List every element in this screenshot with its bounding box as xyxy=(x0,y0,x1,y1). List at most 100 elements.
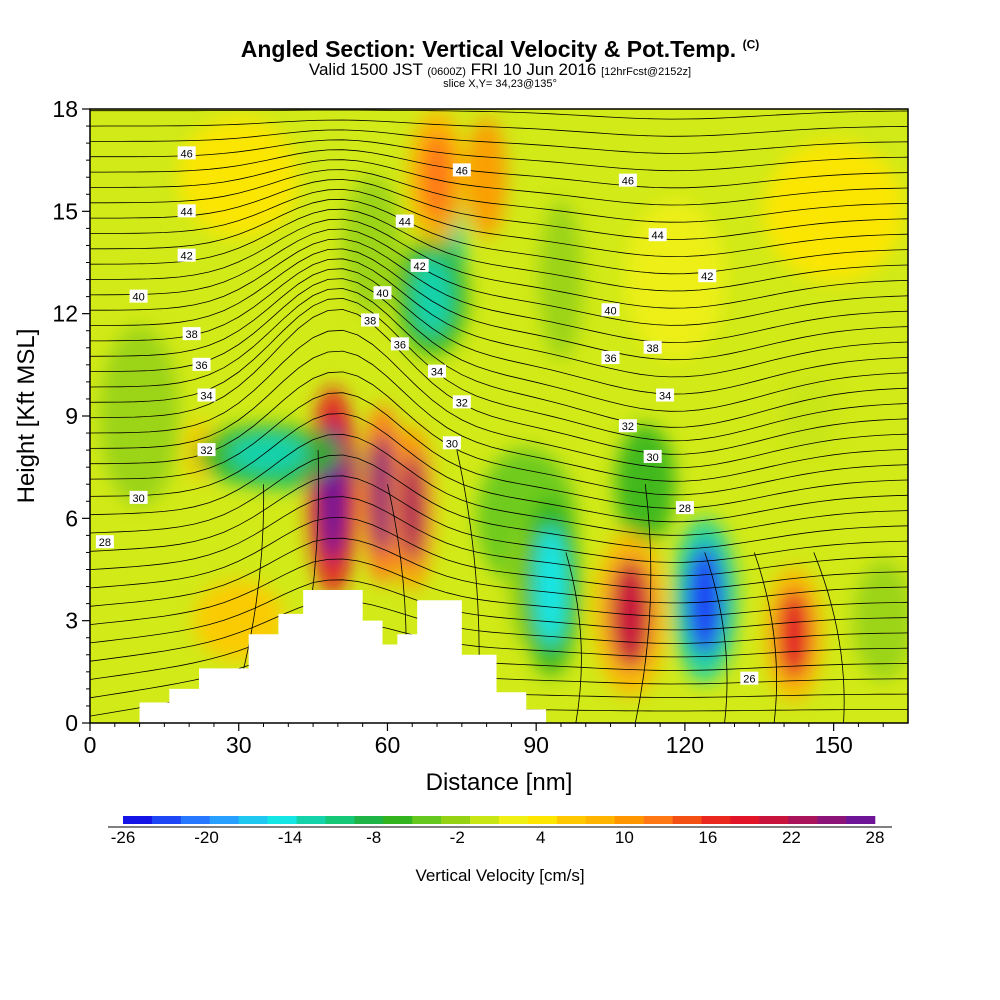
contour-label: 30 xyxy=(129,490,148,505)
theta-contour-vertical xyxy=(813,552,845,723)
contour-label-text: 36 xyxy=(195,360,207,372)
colorbar-swatch xyxy=(180,816,211,824)
contour-label-box xyxy=(129,289,148,303)
colorbar: -26 -20 -14 -8 -2 4 10 16 22 28 xyxy=(108,816,892,847)
theta-contour xyxy=(90,392,908,509)
theta-contour-vertical xyxy=(634,484,652,723)
colorbar-swatch xyxy=(672,816,702,824)
theta-contour xyxy=(90,208,908,292)
contour-label-box xyxy=(177,248,196,262)
contour-label-text: 26 xyxy=(743,674,755,686)
theta-contour xyxy=(90,248,908,361)
x-tick-label: 60 xyxy=(375,732,401,758)
chart-subtitle: Valid 1500 JST (0600Z) FRI 10 Jun 2016 [… xyxy=(308,60,692,79)
bg-upper-left xyxy=(178,117,299,238)
colorbar-swatch xyxy=(123,816,153,824)
colorbar-tick-label: 4 xyxy=(536,828,545,847)
colorbar-tick-label: -26 xyxy=(111,828,136,847)
velocity-core xyxy=(228,433,309,474)
bg-left-green xyxy=(99,326,180,506)
contour-label: 42 xyxy=(698,269,717,283)
contour-label-text: 38 xyxy=(186,329,198,341)
theta-contour xyxy=(90,413,908,523)
contour-label-box xyxy=(656,388,675,402)
y-axis: 0 3 6 9 12 15 18 xyxy=(52,96,90,736)
contour-label-text: 32 xyxy=(200,445,212,457)
contour-label: 26 xyxy=(740,671,759,686)
contour-label-box xyxy=(192,357,211,371)
contour-label-box xyxy=(390,337,409,351)
theta-contour xyxy=(90,433,908,536)
colorbar-swatch xyxy=(527,816,558,824)
colorbar-tick-label: -2 xyxy=(450,828,465,847)
contour-label-box xyxy=(643,449,662,463)
contour-label: 44 xyxy=(648,228,667,242)
contour-label: 28 xyxy=(675,501,694,515)
contour-label: 44 xyxy=(177,204,196,218)
contour-label-box xyxy=(373,286,392,300)
contour-label: 38 xyxy=(182,327,201,341)
theta-contour xyxy=(90,329,908,469)
contour-label: 46 xyxy=(177,146,196,160)
theta-contour xyxy=(90,475,908,563)
theta-contour xyxy=(90,371,908,496)
contour-label: 42 xyxy=(177,248,196,263)
contour-label: 46 xyxy=(452,163,471,177)
contour-label: 40 xyxy=(373,286,392,300)
theta-contour xyxy=(90,198,908,275)
contour-label-text: 40 xyxy=(604,305,616,317)
colorbar-label: Vertical Velocity [cm/s] xyxy=(415,866,584,885)
contour-labels: 46 44 42 40 38 36 34 32 30 28 46 44 42 40 38 36 34 32 30 46… xyxy=(95,146,759,686)
theta-contour xyxy=(90,288,908,428)
contour-label-box xyxy=(618,173,637,187)
theta-contour xyxy=(90,600,908,662)
contour-label-text: 38 xyxy=(364,315,376,327)
theta-contour xyxy=(90,454,908,550)
colorbar-tick-label: 16 xyxy=(698,828,717,847)
contour-label-box xyxy=(601,303,620,317)
colorbar-swatch xyxy=(354,816,384,824)
theta-contour-vertical xyxy=(565,552,582,723)
theta-contour xyxy=(90,537,908,607)
colorbar-swatch xyxy=(238,816,268,824)
theta-contour xyxy=(90,238,908,343)
contour-label-box xyxy=(452,395,471,409)
plot-area: 46 44 42 40 38 36 34 32 30 28 46 44 42 40 38 36 34 32 30 46… xyxy=(89,108,909,724)
theta-contour-vertical xyxy=(753,552,777,723)
contour-label-text: 30 xyxy=(132,493,144,505)
x-axis: 0 30 60 90 120 150 xyxy=(84,723,884,758)
theta-contour xyxy=(90,179,908,240)
velocity-core xyxy=(421,132,454,223)
bg-warm-streak xyxy=(466,117,507,238)
bg-right-mid xyxy=(778,376,839,456)
velocity-core xyxy=(370,434,395,555)
contour-label-text: 32 xyxy=(622,421,634,433)
contour-label: 36 xyxy=(192,357,211,372)
contour-label-box xyxy=(601,351,620,365)
y-tick-label: 15 xyxy=(52,198,78,224)
colorbar-swatch xyxy=(383,816,413,824)
colorbar-tick-label: 28 xyxy=(866,828,885,847)
contour-label-box xyxy=(740,671,759,685)
x-tick-label: 90 xyxy=(523,732,549,758)
contour-label: 32 xyxy=(618,419,637,433)
contour-label: 34 xyxy=(428,364,447,379)
contour-label-text: 36 xyxy=(394,339,406,351)
contour-label-text: 36 xyxy=(604,353,616,365)
contour-label-text: 44 xyxy=(399,217,411,229)
x-tick-label: 120 xyxy=(666,732,704,758)
colorbar-swatch xyxy=(846,816,876,824)
theta-contour xyxy=(90,119,908,137)
contour-label-box xyxy=(410,258,429,272)
contour-label: 28 xyxy=(95,535,114,549)
x-tick-label: 0 xyxy=(84,732,97,758)
theta-contour xyxy=(90,159,908,206)
colorbar-swatch xyxy=(585,816,615,824)
colorbar-tick-label: -8 xyxy=(366,828,381,847)
contour-label-text: 34 xyxy=(659,391,671,403)
contour-label-text: 44 xyxy=(181,206,193,218)
contour-label-text: 28 xyxy=(99,537,111,549)
contour-label-text: 38 xyxy=(647,343,659,355)
y-tick-label: 18 xyxy=(52,96,78,122)
theta-contour xyxy=(90,297,908,442)
